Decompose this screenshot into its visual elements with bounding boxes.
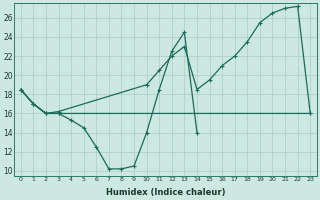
X-axis label: Humidex (Indice chaleur): Humidex (Indice chaleur) — [106, 188, 225, 197]
